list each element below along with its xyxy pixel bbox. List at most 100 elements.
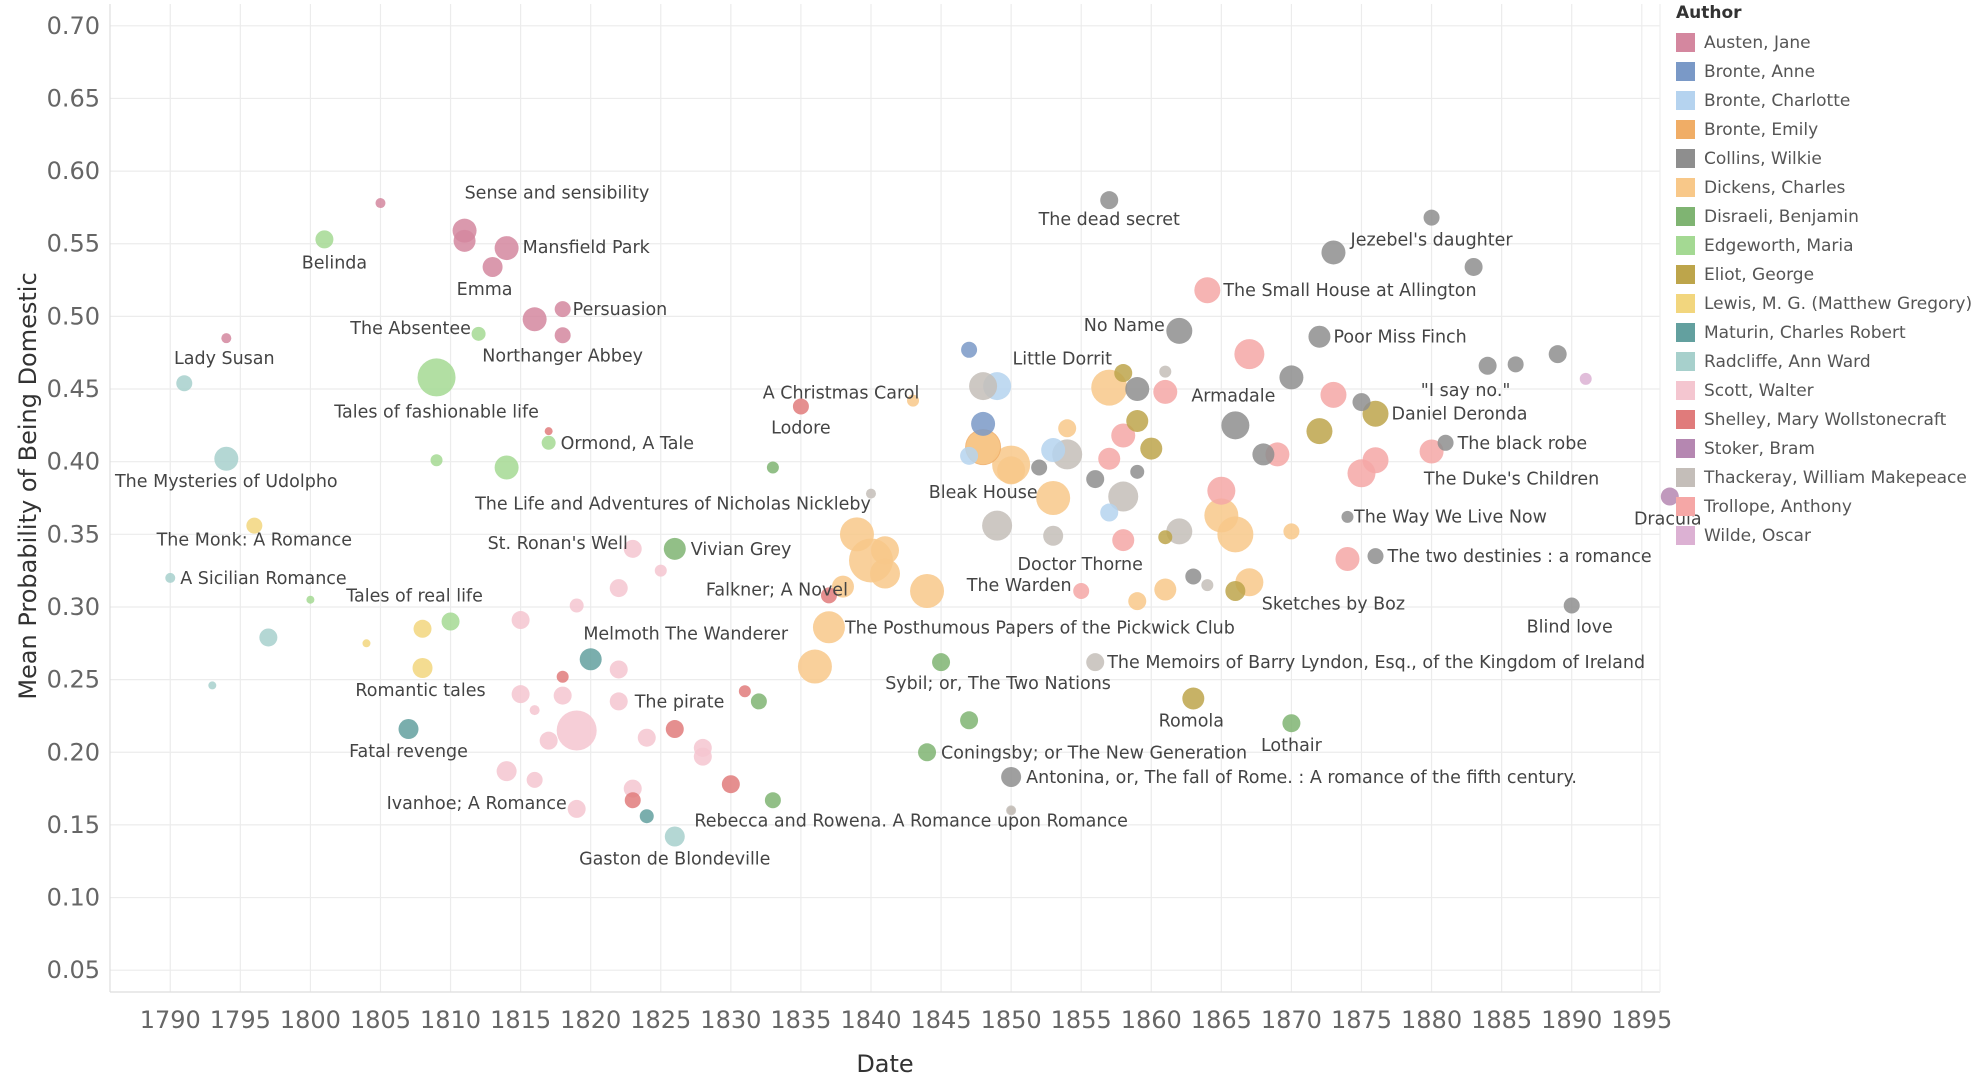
data-point[interactable] <box>471 326 486 341</box>
data-point[interactable] <box>1279 365 1304 390</box>
legend-item[interactable]: Bronte, Charlotte <box>1676 86 1972 115</box>
data-point[interactable] <box>453 229 476 252</box>
data-point[interactable] <box>1464 257 1483 276</box>
data-point[interactable] <box>982 510 1013 541</box>
data-point[interactable] <box>961 341 978 358</box>
data-point[interactable] <box>306 595 315 604</box>
data-point[interactable] <box>663 537 686 560</box>
data-point[interactable] <box>569 598 584 613</box>
data-point[interactable] <box>1579 372 1592 385</box>
data-point[interactable] <box>1166 317 1193 344</box>
data-point[interactable] <box>721 775 740 794</box>
data-point[interactable] <box>529 705 540 716</box>
data-point[interactable] <box>792 398 809 415</box>
data-point[interactable] <box>1043 525 1064 546</box>
data-point[interactable] <box>1341 510 1354 523</box>
data-point[interactable] <box>176 375 193 392</box>
data-point[interactable] <box>541 435 556 450</box>
data-point[interactable] <box>609 660 628 679</box>
data-point[interactable] <box>654 564 667 577</box>
data-point[interactable] <box>766 461 779 474</box>
data-point[interactable] <box>1073 582 1090 599</box>
data-point[interactable] <box>494 236 519 261</box>
data-point[interactable] <box>1320 381 1347 408</box>
data-point[interactable] <box>637 728 656 747</box>
data-point[interactable] <box>165 572 176 583</box>
data-point[interactable] <box>812 611 845 644</box>
data-point[interactable] <box>665 720 684 739</box>
data-point[interactable] <box>1112 529 1135 552</box>
data-point[interactable] <box>1204 498 1239 533</box>
data-point[interactable] <box>482 256 503 277</box>
data-point[interactable] <box>1221 411 1250 440</box>
data-point[interactable] <box>1194 277 1221 304</box>
legend-item[interactable]: Scott, Walter <box>1676 376 1972 405</box>
data-point[interactable] <box>797 649 832 684</box>
legend-item[interactable]: Lewis, M. G. (Matthew Gregory) <box>1676 289 1972 318</box>
data-point[interactable] <box>1001 766 1022 787</box>
data-point[interactable] <box>544 427 553 436</box>
legend-item[interactable]: Trollope, Anthony <box>1676 492 1972 521</box>
data-point[interactable] <box>412 657 433 678</box>
data-point[interactable] <box>1282 714 1301 733</box>
data-point[interactable] <box>971 411 996 436</box>
data-point[interactable] <box>1362 400 1389 427</box>
legend-item[interactable]: Bronte, Anne <box>1676 57 1972 86</box>
data-point[interactable] <box>208 681 217 690</box>
data-point[interactable] <box>1182 687 1205 710</box>
legend-item[interactable]: Stoker, Bram <box>1676 434 1972 463</box>
data-point[interactable] <box>1159 365 1172 378</box>
data-point[interactable] <box>1140 437 1163 460</box>
legend-item[interactable]: Wilde, Oscar <box>1676 521 1972 550</box>
data-point[interactable] <box>494 455 519 480</box>
data-point[interactable] <box>496 761 517 782</box>
data-point[interactable] <box>1007 806 1016 815</box>
data-point[interactable] <box>1548 345 1567 364</box>
data-point[interactable] <box>1437 434 1454 451</box>
data-point[interactable] <box>522 307 547 332</box>
data-point[interactable] <box>870 558 900 589</box>
legend-item[interactable]: Eliot, George <box>1676 260 1972 289</box>
data-point[interactable] <box>221 333 232 344</box>
data-point[interactable] <box>511 685 530 704</box>
data-point[interactable] <box>960 446 979 465</box>
data-point[interactable] <box>246 517 263 534</box>
data-point[interactable] <box>907 394 920 407</box>
legend-item[interactable]: Maturin, Charles Robert <box>1676 318 1972 347</box>
legend-item[interactable]: Dickens, Charles <box>1676 173 1972 202</box>
data-point[interactable] <box>362 639 371 648</box>
legend-item[interactable]: Disraeli, Benjamin <box>1676 202 1972 231</box>
data-point[interactable] <box>1201 579 1214 592</box>
data-point[interactable] <box>1207 476 1236 505</box>
data-point[interactable] <box>539 731 558 750</box>
data-point[interactable] <box>441 612 460 631</box>
data-point[interactable] <box>1058 419 1077 438</box>
data-point[interactable] <box>750 693 767 710</box>
data-point[interactable] <box>624 792 641 809</box>
data-point[interactable] <box>1419 439 1444 464</box>
data-point[interactable] <box>960 711 979 730</box>
data-point[interactable] <box>1563 597 1580 614</box>
legend-item[interactable]: Edgeworth, Maria <box>1676 231 1972 260</box>
data-point[interactable] <box>932 653 951 672</box>
data-point[interactable] <box>579 648 602 671</box>
data-point[interactable] <box>1660 487 1679 506</box>
data-point[interactable] <box>1308 325 1331 348</box>
data-point[interactable] <box>375 198 386 209</box>
data-point[interactable] <box>1306 418 1333 445</box>
data-point[interactable] <box>398 719 419 740</box>
data-point[interactable] <box>259 628 278 647</box>
data-point[interactable] <box>1478 356 1497 375</box>
data-point[interactable] <box>664 826 685 847</box>
data-point[interactable] <box>1234 339 1265 370</box>
data-point[interactable] <box>1126 409 1149 432</box>
data-point[interactable] <box>1108 481 1139 512</box>
data-point[interactable] <box>969 372 998 401</box>
data-point[interactable] <box>1041 438 1066 463</box>
data-point[interactable] <box>1154 578 1177 601</box>
data-point[interactable] <box>997 456 1026 485</box>
data-point[interactable] <box>417 358 456 397</box>
legend-item[interactable]: Bronte, Emily <box>1676 115 1972 144</box>
data-point[interactable] <box>556 710 597 751</box>
data-point[interactable] <box>623 539 642 558</box>
